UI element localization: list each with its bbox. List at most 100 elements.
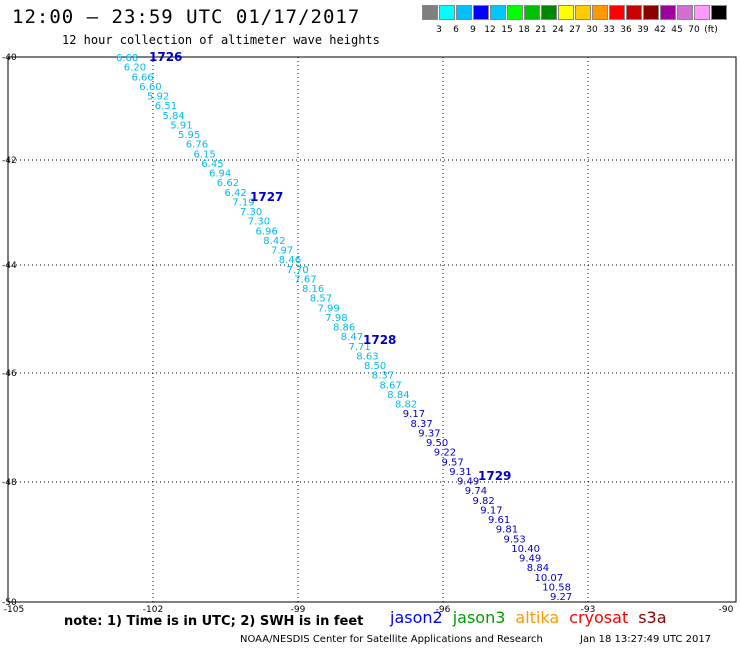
legend-swatch	[609, 5, 625, 20]
legend-swatch	[626, 5, 642, 20]
wave-height-value: 7.97	[271, 246, 293, 257]
wave-height-value: 7.30	[240, 207, 262, 218]
legend-label: 21	[535, 25, 547, 35]
legend-label: (ft)	[704, 25, 718, 35]
wave-height-value: 9.17	[480, 505, 502, 516]
map-subtitle: 12 hour collection of altimeter wave hei…	[62, 33, 380, 47]
legend-swatch	[575, 5, 591, 20]
legend-swatch	[456, 5, 472, 20]
legend-swatch	[439, 5, 455, 20]
wave-height-value: 9.22	[434, 448, 456, 459]
legend-swatch	[592, 5, 608, 20]
legend-label: 33	[603, 25, 615, 35]
wave-height-value: 8.82	[395, 400, 417, 411]
lat-tick-label: -42	[2, 156, 17, 166]
legend-label: 12	[484, 25, 496, 35]
wave-height-value: 8.50	[364, 361, 386, 372]
wave-height-value: 10.07	[535, 573, 564, 584]
satellite-legend: jason2 jason3 altika cryosat s3a	[390, 608, 677, 627]
wave-height-value: 7.67	[294, 274, 316, 285]
wave-height-value: 10.58	[542, 582, 571, 593]
wave-height-value: 7.99	[318, 303, 340, 314]
wave-height-value: 9.37	[418, 428, 440, 439]
wave-height-value: 6.51	[155, 101, 177, 112]
wave-height-value: 6.42	[225, 188, 247, 199]
wave-height-value: 6.76	[186, 140, 208, 151]
satellite-altika: altika	[515, 608, 560, 627]
legend-swatch	[711, 5, 727, 20]
wave-height-value: 9.50	[426, 438, 448, 449]
satellite-cryosat: cryosat	[569, 608, 629, 627]
track-time-label: 1726	[149, 50, 182, 64]
legend-label: 45	[671, 25, 683, 35]
wave-height-value: 9.17	[403, 409, 425, 420]
wave-height-value: 9.31	[449, 467, 471, 478]
wave-height-value: 7.71	[349, 342, 371, 353]
legend-label: 70	[688, 25, 700, 35]
wave-height-value: 8.86	[333, 323, 355, 334]
wave-height-value: 5.95	[178, 130, 200, 141]
legend-label: 27	[569, 25, 581, 35]
wave-height-value: 8.16	[302, 284, 324, 295]
legend-swatch	[507, 5, 523, 20]
wave-height-value: 8.37	[411, 419, 433, 430]
wave-height-value: 9.27	[550, 592, 572, 603]
track-time-label: 1729	[478, 469, 511, 483]
wave-height-value: 5.84	[163, 111, 185, 122]
satellite-jason3: jason3	[452, 608, 506, 627]
satellite-jason2: jason2	[390, 608, 443, 627]
wave-height-value: 9.82	[473, 496, 495, 507]
wave-height-value: 8.57	[310, 294, 332, 305]
timestamp: Jan 18 13:27:49 UTC 2017	[580, 634, 712, 645]
legend-swatch	[558, 5, 574, 20]
track-time-label: 1728	[363, 333, 396, 347]
wave-height-value: 8.84	[387, 390, 409, 401]
wave-height-value: 6.94	[209, 169, 231, 180]
lat-tick-label: -48	[2, 478, 17, 488]
legend-label: 18	[518, 25, 530, 35]
wave-height-value: 9.81	[496, 525, 518, 536]
legend-swatch	[541, 5, 557, 20]
legend-label: 42	[654, 25, 666, 35]
wave-height-value: 6.20	[124, 63, 146, 74]
legend-label: 9	[470, 25, 476, 35]
legend-swatch	[694, 5, 710, 20]
wave-height-value: 9.74	[465, 486, 487, 497]
wave-height-value: 6.62	[217, 178, 239, 189]
wave-height-value: 5.91	[170, 120, 192, 131]
wave-height-value: 9.53	[504, 534, 526, 545]
lat-tick-label: -40	[2, 53, 17, 63]
track-time-label: 1727	[250, 190, 283, 204]
wave-height-value: 5.92	[147, 92, 169, 103]
wave-height-value: 7.30	[248, 217, 270, 228]
wave-height-value: 6.96	[256, 226, 278, 237]
legend-swatch	[643, 5, 659, 20]
wave-height-value: 9.57	[442, 457, 464, 468]
wave-height-value: 8.63	[356, 351, 378, 362]
wave-height-value: 7.98	[325, 313, 347, 324]
lat-tick-label: -44	[2, 261, 17, 271]
lon-tick-label: -102	[143, 605, 163, 615]
map-frame	[7, 56, 737, 603]
wave-height-value: 9.49	[519, 554, 541, 565]
lon-tick-label: -93	[581, 605, 596, 615]
legend-swatch	[490, 5, 506, 20]
wave-height-value: 6.15	[194, 149, 216, 160]
wave-height-value: 10.40	[511, 544, 540, 555]
wave-height-value: 8.46	[279, 255, 301, 266]
wave-height-value: 8.67	[380, 380, 402, 391]
wave-height-value: 7.70	[287, 265, 309, 276]
wave-height-value: 6.60	[139, 82, 161, 93]
legend-label: 6	[453, 25, 459, 35]
legend-label: 24	[552, 25, 564, 35]
wave-height-value: 6.68	[116, 53, 138, 64]
legend-label: 36	[620, 25, 632, 35]
map-title: 12:00 – 23:59 UTC 01/17/2017	[12, 6, 361, 28]
wave-height-value: 8.37	[372, 371, 394, 382]
lon-tick-label: -99	[291, 605, 306, 615]
wave-height-value: 8.84	[527, 563, 549, 574]
wave-height-value: 8.47	[341, 332, 363, 343]
legend-swatch	[524, 5, 540, 20]
legend-swatch	[473, 5, 489, 20]
legend-swatch	[677, 5, 693, 20]
